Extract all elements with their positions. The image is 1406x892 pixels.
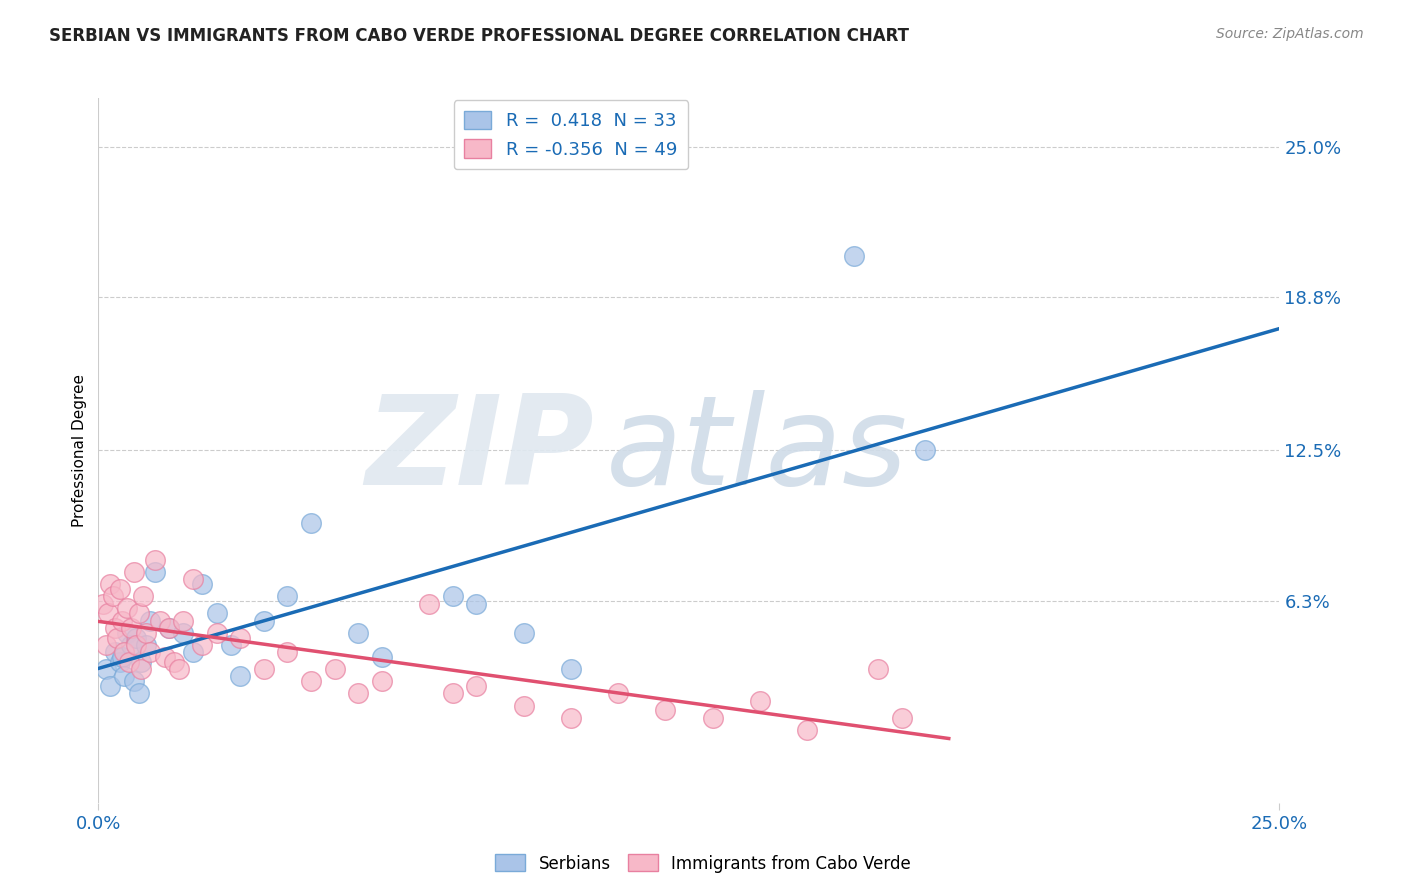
Point [276,645,298,659]
Point [299,674,322,689]
Point [112,645,135,659]
Point [157,621,180,635]
Point [323,662,346,676]
Point [98,577,121,591]
Point [125,631,148,645]
Point [172,625,194,640]
Point [191,638,214,652]
Point [104,645,127,659]
Point [135,638,157,652]
Point [371,650,394,665]
Point [229,669,252,683]
Point [229,631,252,645]
Y-axis label: Professional Degree: Professional Degree [72,374,87,527]
Point [149,614,172,628]
Point [253,614,276,628]
Point [125,638,148,652]
Point [654,703,676,717]
Text: atlas: atlas [606,390,908,511]
Point [796,723,818,737]
Point [91,597,114,611]
Point [135,625,157,640]
Point [418,597,440,611]
Point [181,572,204,586]
Point [105,631,128,645]
Point [347,625,370,640]
Point [181,645,204,659]
Point [153,650,176,665]
Text: ZIP: ZIP [366,390,595,511]
Point [118,655,141,669]
Point [101,589,124,603]
Point [98,679,121,693]
Point [441,686,464,700]
Point [465,597,488,611]
Legend: R =  0.418  N = 33, R = -0.356  N = 49: R = 0.418 N = 33, R = -0.356 N = 49 [454,100,688,169]
Point [132,589,155,603]
Point [128,607,150,621]
Point [129,662,152,676]
Point [143,553,166,567]
Point [914,443,936,458]
Point [219,638,242,652]
Point [129,655,152,669]
Text: Source: ZipAtlas.com: Source: ZipAtlas.com [1216,27,1364,41]
Point [512,625,534,640]
Point [299,516,322,531]
Point [607,686,630,700]
Point [111,650,134,665]
Point [111,614,134,628]
Point [108,582,131,596]
Point [167,662,190,676]
Point [890,711,912,725]
Point [139,614,162,628]
Point [866,662,889,676]
Point [748,694,770,708]
Point [157,621,180,635]
Point [276,589,298,603]
Point [97,607,120,621]
Point [172,614,194,628]
Point [512,698,534,713]
Point [108,655,131,669]
Point [121,638,143,652]
Point [122,565,145,579]
Point [128,686,150,700]
Point [441,589,464,603]
Point [205,625,228,640]
Point [94,638,117,652]
Point [112,669,135,683]
Text: SERBIAN VS IMMIGRANTS FROM CABO VERDE PROFESSIONAL DEGREE CORRELATION CHART: SERBIAN VS IMMIGRANTS FROM CABO VERDE PR… [49,27,910,45]
Point [560,662,582,676]
Point [104,621,127,635]
Point [94,662,117,676]
Point [121,621,143,635]
Legend: Serbians, Immigrants from Cabo Verde: Serbians, Immigrants from Cabo Verde [489,847,917,880]
Point [191,577,214,591]
Point [844,249,866,263]
Point [347,686,370,700]
Point [139,645,162,659]
Point [115,601,138,615]
Point [371,674,394,689]
Point [560,711,582,725]
Point [702,711,724,725]
Point [205,607,228,621]
Point [122,674,145,689]
Point [253,662,276,676]
Point [115,625,138,640]
Point [465,679,488,693]
Point [163,655,186,669]
Point [143,565,166,579]
